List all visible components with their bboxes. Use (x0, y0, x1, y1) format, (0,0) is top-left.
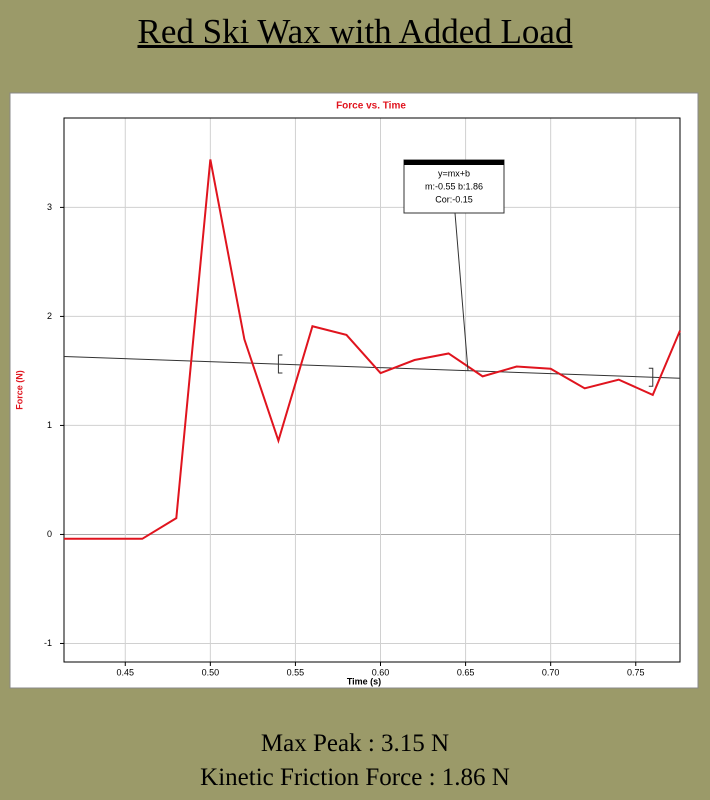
x-tick-label: 0.70 (542, 667, 560, 677)
chart-panel (9, 92, 699, 689)
y-tick-label: 3 (47, 202, 52, 212)
x-tick-label: 0.50 (202, 667, 220, 677)
annotation-bar (404, 160, 504, 165)
y-tick-label: 2 (47, 311, 52, 321)
max-peak: Max Peak : 3.15 N (260, 730, 450, 757)
y-tick-label: 0 (47, 529, 52, 539)
x-tick-label: 0.60 (372, 667, 390, 677)
annotation-text: y=mx+b (438, 168, 470, 178)
fit-range-bracket (277, 354, 283, 374)
annotation-text: m:-0.55 b:1.86 (425, 181, 483, 191)
annotation-leader (454, 212, 469, 371)
x-axis-label: Time (s) (347, 676, 381, 686)
x-tick-label: 0.45 (116, 667, 134, 677)
chart-title: Force vs. Time (336, 101, 406, 112)
data-line (64, 159, 681, 540)
annotation-text: Cor:-0.15 (435, 194, 473, 204)
x-tick-label: 0.75 (627, 667, 645, 677)
fit-line (63, 355, 681, 379)
plot-frame (63, 117, 681, 663)
y-axis-label: Force (N) (14, 370, 24, 410)
kinetic-friction: Kinetic Friction Force : 1.86 N (200, 764, 510, 791)
y-tick-label: 1 (47, 420, 52, 430)
slide-title: Red Ski Wax with Added Load (137, 12, 573, 51)
x-tick-label: 0.55 (287, 667, 305, 677)
y-tick-label: -1 (44, 638, 52, 648)
fit-range-bracket (648, 367, 654, 387)
annotation-box (403, 159, 505, 214)
chart: Force vs. Time Time (s) Force (N) -1 0 1 2 3… (9, 92, 699, 689)
x-tick-label: 0.65 (457, 667, 475, 677)
